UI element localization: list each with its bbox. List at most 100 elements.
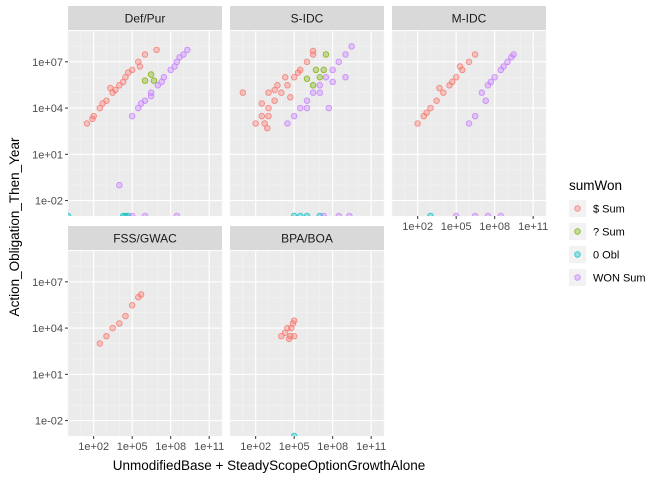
data-point bbox=[137, 100, 145, 107]
legend-entry: ? Sum bbox=[569, 223, 625, 240]
data-point bbox=[465, 58, 473, 66]
data-point bbox=[158, 78, 165, 86]
data-point bbox=[297, 104, 304, 112]
y-tick-label: 1e-02 bbox=[35, 196, 63, 208]
facet-strip-label: BPA/BOA bbox=[281, 232, 333, 246]
data-point bbox=[136, 63, 144, 70]
x-tick-label: 1e+05 bbox=[441, 221, 472, 233]
data-point bbox=[348, 43, 355, 50]
data-point bbox=[173, 212, 181, 216]
data-point bbox=[303, 212, 311, 216]
facet-strip bbox=[68, 6, 222, 30]
data-point bbox=[290, 432, 298, 436]
data-points bbox=[96, 291, 145, 347]
data-point bbox=[96, 104, 104, 112]
data-point bbox=[83, 120, 91, 127]
y-tick-label: 1e+01 bbox=[32, 149, 63, 161]
facet-strip bbox=[230, 6, 384, 30]
data-point bbox=[141, 77, 149, 84]
data-point bbox=[265, 89, 272, 96]
data-point bbox=[99, 100, 106, 107]
data-points bbox=[68, 46, 191, 216]
data-point bbox=[491, 73, 498, 81]
x-tick-label: 1e+08 bbox=[155, 441, 186, 453]
data-point bbox=[290, 332, 298, 340]
data-point bbox=[153, 46, 160, 54]
data-point bbox=[116, 320, 123, 327]
facet-panel: M-IDC bbox=[391, 6, 547, 217]
data-point bbox=[297, 212, 304, 216]
x-tick-label: 1e+08 bbox=[317, 441, 348, 453]
legend-entry: $ Sum bbox=[569, 200, 625, 217]
data-point bbox=[414, 120, 421, 127]
data-point bbox=[103, 332, 110, 340]
data-point bbox=[119, 78, 127, 86]
legend-entry: 0 Obl bbox=[569, 246, 619, 263]
data-point bbox=[471, 112, 479, 120]
facet-panel: FSS/GWAC bbox=[67, 226, 223, 437]
data-point bbox=[335, 58, 343, 66]
x-tick-label: 1e+02 bbox=[78, 441, 109, 453]
data-point bbox=[309, 47, 317, 55]
data-point bbox=[436, 84, 443, 92]
data-point bbox=[271, 97, 278, 104]
data-point bbox=[335, 212, 343, 216]
legend-label: WON Sum bbox=[593, 273, 646, 285]
facet-strip-label: Def/Pur bbox=[125, 12, 166, 26]
x-tick-label: 1e+02 bbox=[402, 221, 433, 233]
legend-symbol bbox=[574, 205, 581, 212]
data-point bbox=[342, 73, 349, 81]
data-point bbox=[281, 73, 289, 81]
data-point bbox=[252, 120, 259, 127]
data-point bbox=[346, 212, 353, 216]
x-tick-label: 1e+11 bbox=[356, 441, 386, 453]
data-point bbox=[316, 89, 324, 96]
legend-key bbox=[569, 223, 586, 240]
legend-title: sumWon bbox=[569, 178, 622, 193]
data-point bbox=[504, 58, 511, 66]
legend-label: 0 Obl bbox=[593, 250, 619, 262]
data-points bbox=[278, 317, 298, 436]
legend-key bbox=[569, 269, 586, 286]
legend-key bbox=[569, 246, 586, 263]
data-point bbox=[265, 104, 272, 112]
data-point bbox=[128, 112, 136, 120]
legend-symbol bbox=[574, 228, 581, 235]
data-point bbox=[150, 77, 158, 84]
x-axis-title: UnmodifiedBase + SteadyScopeOptionGrowth… bbox=[113, 458, 426, 473]
data-point bbox=[258, 100, 266, 107]
data-point bbox=[303, 58, 311, 66]
facet-strip bbox=[392, 6, 546, 30]
data-point bbox=[107, 84, 114, 92]
y-tick-label: 1e-02 bbox=[35, 416, 63, 428]
data-point bbox=[96, 340, 104, 347]
facet-strip-label: S-IDC bbox=[291, 12, 324, 26]
data-point bbox=[285, 335, 293, 343]
y-tick-label: 1e+04 bbox=[32, 103, 63, 115]
legend-label: $ Sum bbox=[593, 204, 625, 216]
legend-label: ? Sum bbox=[593, 227, 625, 239]
facet-strip-label: M-IDC bbox=[452, 12, 487, 26]
axes-layer: 1e-02 1e+01 1e+04 1e+07 1e+02 1e+05 1e+08 1e+11… bbox=[32, 57, 548, 453]
x-tick-label: 1e+11 bbox=[518, 221, 548, 233]
data-point bbox=[320, 66, 327, 74]
data-point bbox=[68, 212, 72, 216]
facet-strip-label: FSS/GWAC bbox=[113, 232, 177, 246]
data-point bbox=[274, 82, 281, 89]
data-point bbox=[312, 66, 320, 74]
data-point bbox=[141, 51, 149, 58]
data-point bbox=[329, 66, 336, 74]
data-point bbox=[459, 66, 466, 74]
legend-entries: $ Sum ? Sum 0 Obl WON Sum bbox=[569, 200, 646, 286]
data-point bbox=[290, 112, 298, 120]
data-point bbox=[271, 86, 278, 94]
data-point bbox=[465, 120, 473, 127]
data-point bbox=[176, 53, 183, 61]
data-point bbox=[278, 89, 285, 96]
x-tick-label: 1e+05 bbox=[279, 441, 310, 453]
data-point bbox=[320, 212, 327, 216]
data-point bbox=[316, 73, 324, 81]
data-point bbox=[128, 302, 136, 309]
data-point bbox=[135, 104, 142, 112]
data-point bbox=[303, 97, 311, 104]
